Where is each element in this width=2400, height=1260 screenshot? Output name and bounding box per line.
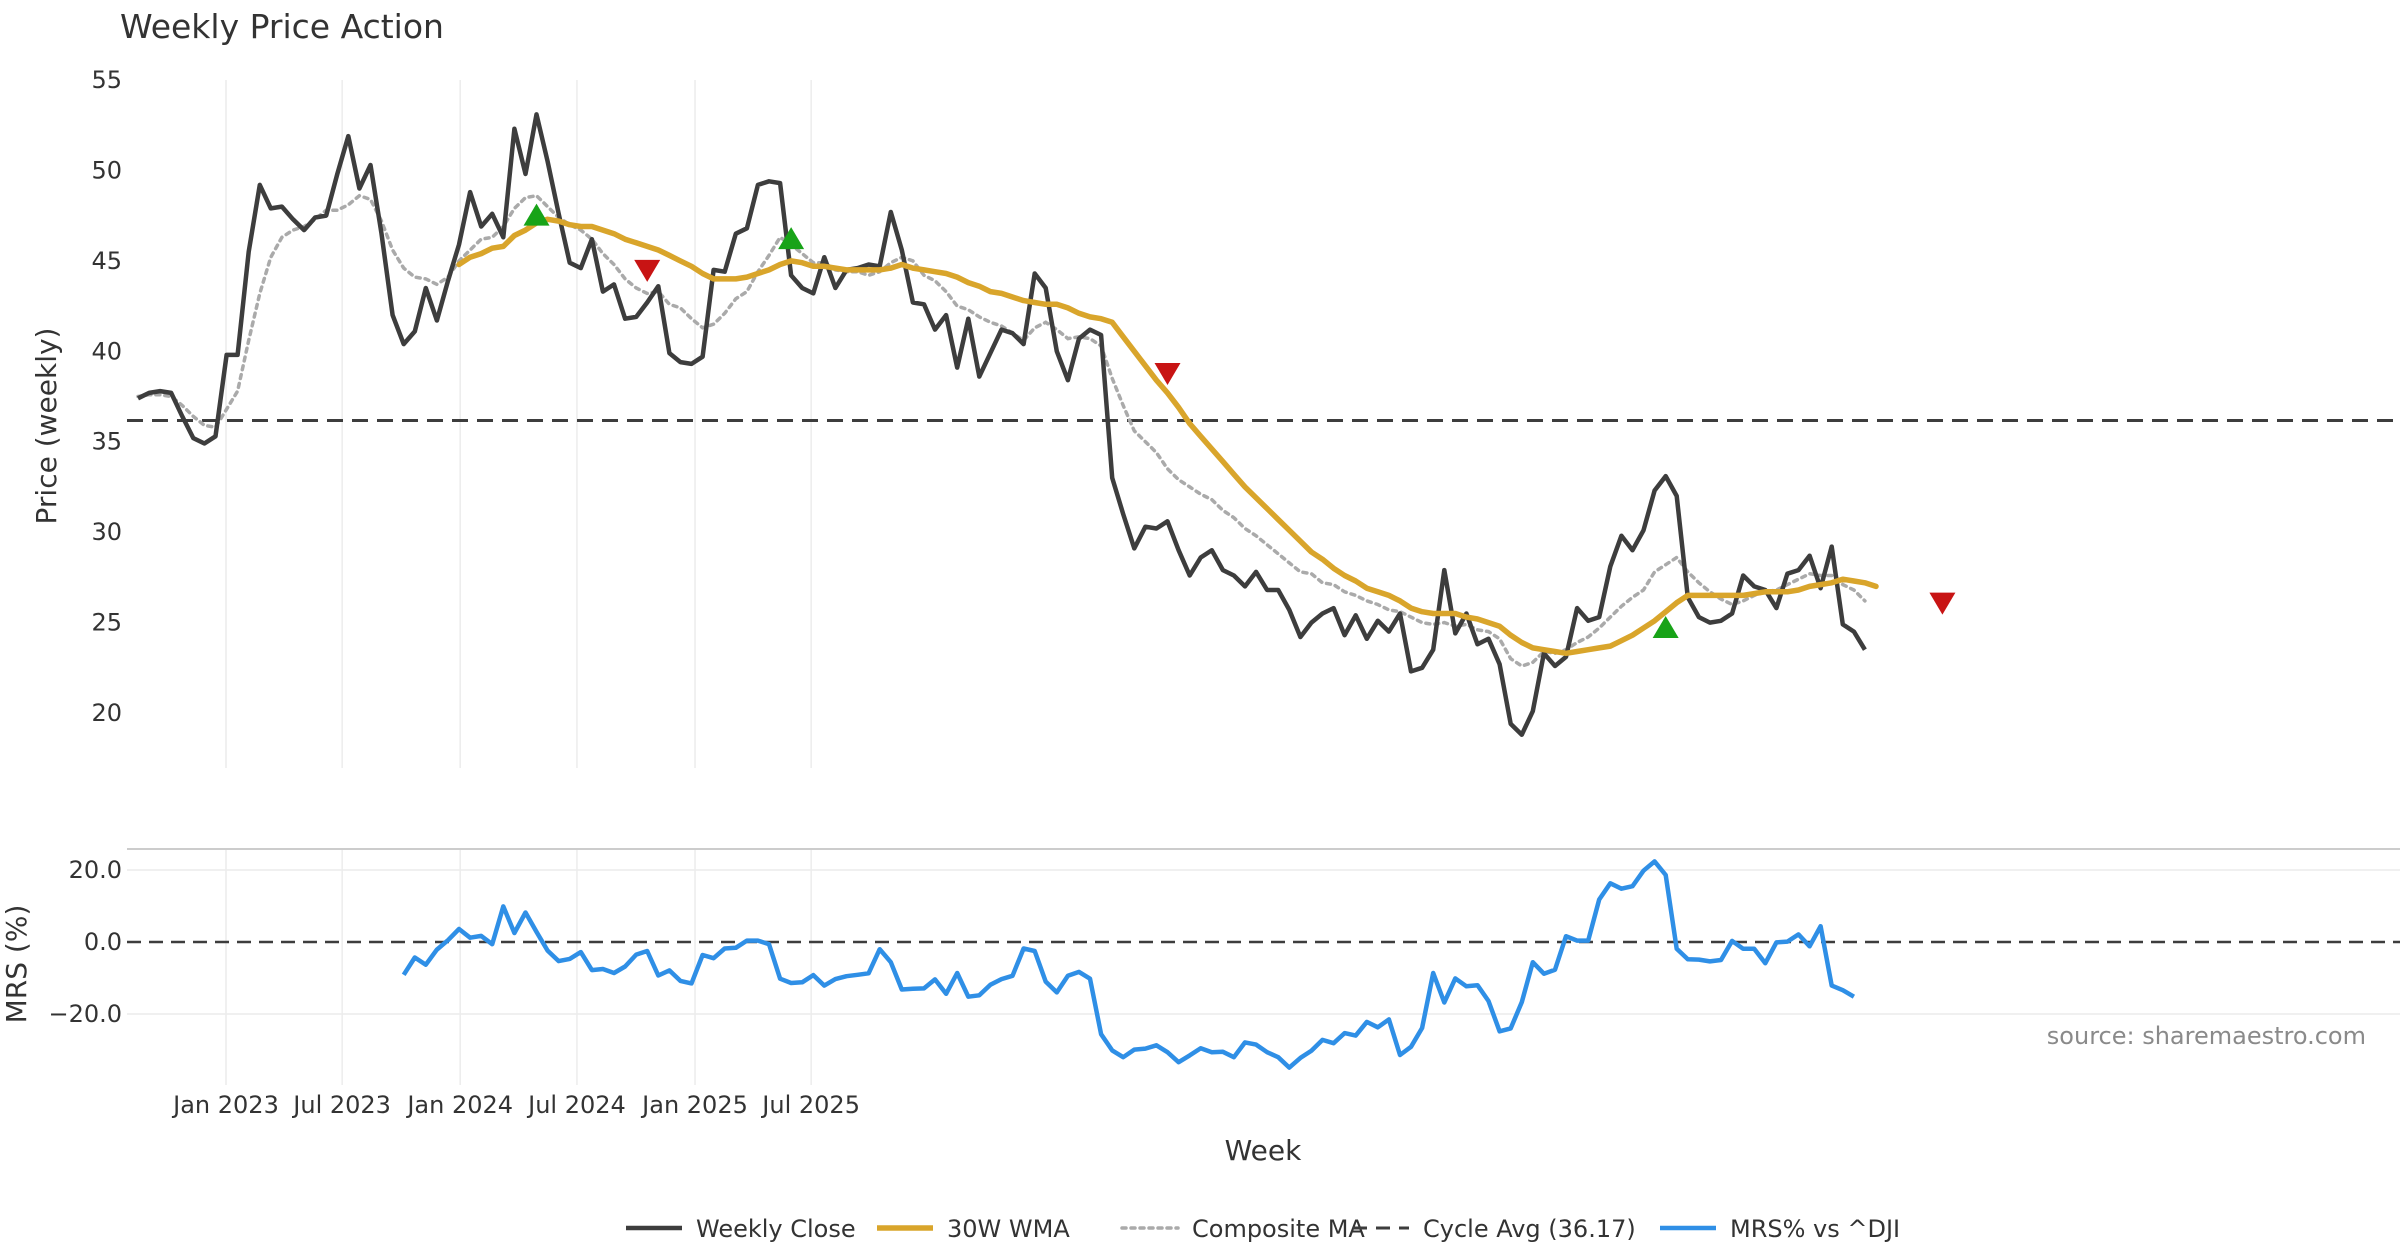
sell-signal-marker bbox=[1929, 592, 1956, 615]
mrs-y-axis-label: MRS (%) bbox=[0, 905, 33, 1024]
legend-label: Composite MA bbox=[1192, 1215, 1365, 1243]
price-y-tick-label: 40 bbox=[91, 337, 122, 365]
price-y-tick-labels: 20 25 30 35 40 45 50 55 bbox=[91, 66, 122, 727]
legend-label: Cycle Avg (36.17) bbox=[1423, 1215, 1636, 1243]
chart-title: Weekly Price Action bbox=[120, 7, 444, 46]
x-tick-label: Jul 2025 bbox=[760, 1091, 860, 1119]
x-axis-label: Week bbox=[1225, 1134, 1302, 1167]
source-note: source: sharemaestro.com bbox=[2047, 1022, 2366, 1050]
mrs-y-tick-label: 20.0 bbox=[69, 856, 122, 884]
mrs-panel-grid bbox=[127, 849, 2400, 1085]
mrs-line bbox=[401, 859, 1856, 1070]
buy-signal-marker bbox=[778, 227, 805, 250]
composite-ma-line bbox=[136, 193, 1867, 668]
price-y-tick-label: 30 bbox=[91, 518, 122, 546]
price-y-tick-label: 35 bbox=[91, 428, 122, 456]
legend-label: MRS% vs ^DJI bbox=[1730, 1215, 1900, 1243]
buy-signal-marker bbox=[523, 203, 550, 226]
mrs-series-layer bbox=[127, 859, 2400, 1070]
legend-label: 30W WMA bbox=[947, 1215, 1070, 1243]
mrs-y-tick-label: 0.0 bbox=[84, 928, 122, 956]
weekly-close-line bbox=[137, 112, 1867, 737]
price-series-layer bbox=[127, 112, 2400, 737]
wma-30w-line bbox=[456, 216, 1879, 657]
x-tick-label: Jan 2023 bbox=[171, 1091, 279, 1119]
x-tick-label: Jan 2025 bbox=[640, 1091, 748, 1119]
mrs-y-tick-labels: −20.0 0.0 20.0 bbox=[48, 856, 122, 1028]
x-tick-label: Jul 2023 bbox=[291, 1091, 391, 1119]
price-y-tick-label: 25 bbox=[91, 609, 122, 637]
sell-signal-marker bbox=[634, 259, 661, 282]
price-y-tick-label: 55 bbox=[91, 66, 122, 94]
sell-signal-marker bbox=[1154, 362, 1181, 385]
legend-label: Weekly Close bbox=[696, 1215, 856, 1243]
x-tick-labels: Jan 2023 Jul 2023 Jan 2024 Jul 2024 Jan 2025… bbox=[171, 1091, 860, 1119]
buy-signal-marker bbox=[1652, 615, 1679, 638]
price-panel-grid bbox=[225, 80, 812, 768]
x-tick-label: Jan 2024 bbox=[405, 1091, 513, 1119]
signal-markers bbox=[523, 203, 1956, 638]
legend: Weekly Close 30W WMA Composite MA Cycle Avg… bbox=[626, 1215, 1900, 1243]
price-y-tick-label: 20 bbox=[91, 699, 122, 727]
price-y-axis-label: Price (weekly) bbox=[30, 328, 63, 525]
price-y-tick-label: 45 bbox=[91, 247, 122, 275]
price-y-tick-label: 50 bbox=[91, 156, 122, 184]
x-tick-label: Jul 2024 bbox=[526, 1091, 626, 1119]
mrs-y-tick-label: −20.0 bbox=[48, 1000, 122, 1028]
